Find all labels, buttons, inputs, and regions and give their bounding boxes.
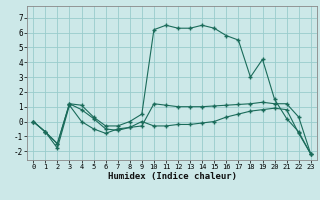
X-axis label: Humidex (Indice chaleur): Humidex (Indice chaleur) [108,172,236,181]
